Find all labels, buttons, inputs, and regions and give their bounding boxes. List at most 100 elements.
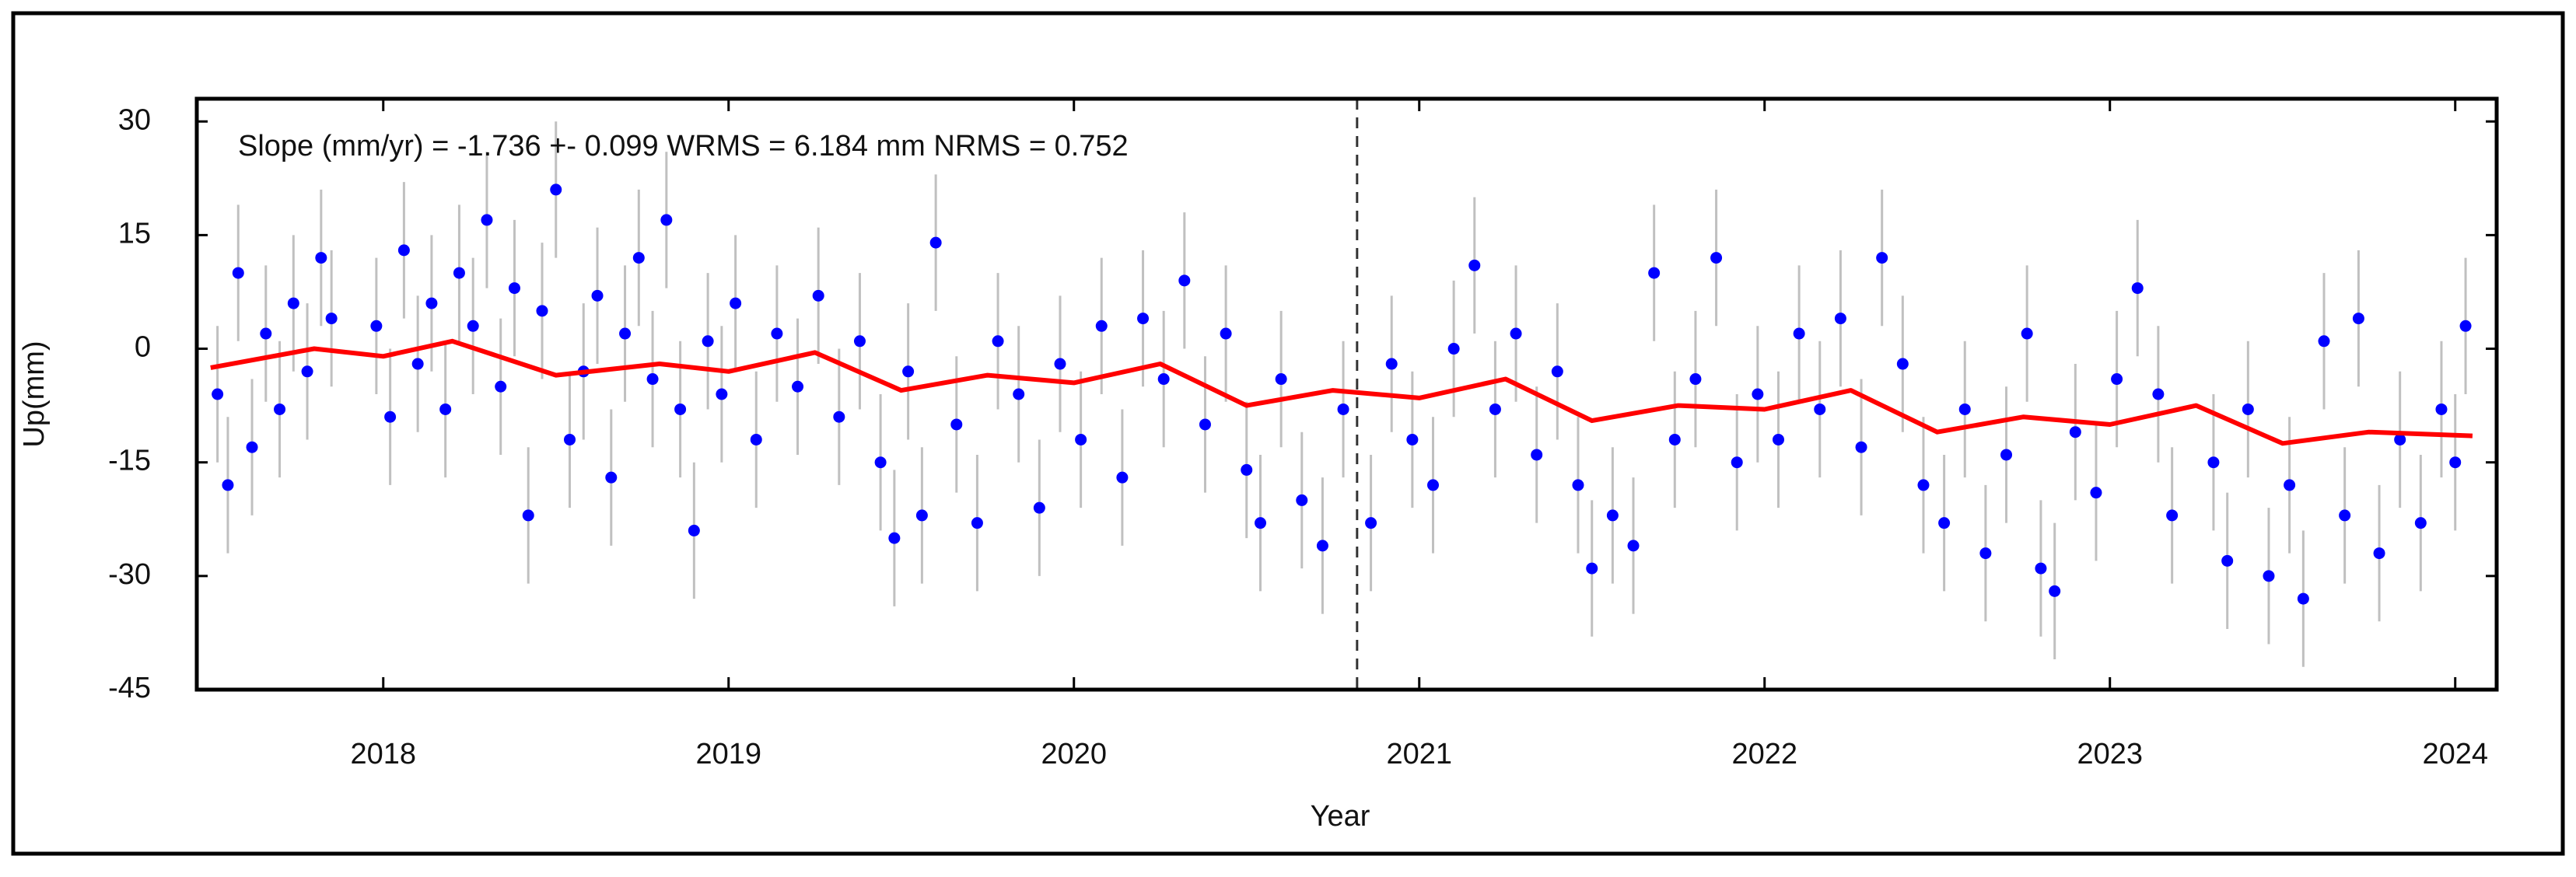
- y-tick-label: -15: [108, 445, 151, 477]
- data-point: [1572, 479, 1584, 491]
- data-point: [1896, 358, 1909, 370]
- data-point: [971, 517, 983, 529]
- data-point: [1275, 373, 1287, 386]
- data-point: [1834, 313, 1846, 325]
- data-point: [1013, 388, 1025, 400]
- data-point: [1551, 365, 1563, 378]
- plot-frame: [194, 96, 2499, 692]
- data-point: [1157, 373, 1170, 386]
- data-point: [2459, 320, 2472, 332]
- data-point: [2090, 487, 2102, 499]
- data-point: [771, 327, 783, 340]
- data-point: [1510, 327, 1522, 340]
- annotation: Slope (mm/yr) = -1.736 +- 0.099 WRMS = 6…: [238, 130, 1129, 162]
- data-point: [1426, 479, 1439, 491]
- data-point: [1917, 479, 1930, 491]
- data-point: [301, 365, 313, 378]
- data-point: [2221, 554, 2234, 567]
- data-point: [2414, 517, 2427, 529]
- data-point: [212, 388, 224, 400]
- data-point: [1406, 433, 1419, 445]
- data-point: [1095, 320, 1108, 332]
- data-point: [2152, 388, 2165, 400]
- data-point: [1876, 252, 1888, 264]
- y-tick-label: -45: [108, 672, 151, 704]
- outer-frame: [11, 11, 2565, 856]
- x-tick-label: 2021: [1386, 738, 1452, 770]
- data-point: [674, 403, 687, 415]
- data-point: [1116, 471, 1129, 484]
- data-point: [2035, 562, 2047, 575]
- data-point: [453, 267, 465, 279]
- data-point: [287, 297, 299, 309]
- y-tick-label: -30: [108, 558, 151, 591]
- data-point: [315, 252, 327, 264]
- data-point: [1241, 463, 1253, 476]
- data-point: [702, 335, 714, 348]
- data-point: [2131, 282, 2144, 295]
- data-point: [812, 289, 824, 302]
- x-tick-label: 2019: [695, 738, 761, 770]
- data-point: [2021, 327, 2033, 340]
- data-point: [992, 335, 1004, 348]
- data-point: [2242, 403, 2254, 415]
- data-point: [1178, 274, 1191, 287]
- data-point: [1365, 517, 1377, 529]
- data-point: [1938, 517, 1951, 529]
- data-point: [550, 183, 562, 196]
- data-point: [2049, 585, 2061, 597]
- data-point: [1075, 433, 1087, 445]
- x-tick-label: 2023: [2077, 738, 2143, 770]
- data-point: [536, 305, 548, 317]
- data-point: [888, 532, 901, 544]
- data-point: [411, 358, 424, 370]
- data-point: [1337, 403, 1349, 415]
- data-point: [1296, 494, 1308, 506]
- data-point: [619, 327, 632, 340]
- data-point: [260, 327, 272, 340]
- y-tick-label: 30: [118, 103, 151, 136]
- data-point: [1255, 517, 1267, 529]
- x-tick-label: 2022: [1731, 738, 1797, 770]
- y-axis-label: Up(mm): [18, 341, 51, 447]
- data-point: [1668, 433, 1681, 445]
- x-axis-label: Year: [1311, 800, 1370, 833]
- data-point: [591, 289, 604, 302]
- data-point: [2166, 509, 2179, 522]
- data-point: [833, 411, 845, 423]
- x-tick-label: 2024: [2422, 738, 2488, 770]
- data-point: [2394, 433, 2406, 445]
- data-point: [467, 320, 479, 332]
- data-point: [425, 297, 438, 309]
- data-point: [2111, 373, 2123, 386]
- data-point: [1979, 547, 1992, 560]
- data-point: [2297, 592, 2309, 605]
- data-point: [605, 471, 618, 484]
- data-point: [1199, 418, 1211, 431]
- plot-area: [210, 99, 2473, 690]
- data-point: [1054, 358, 1066, 370]
- data-point: [495, 380, 507, 393]
- data-point: [1033, 501, 1045, 514]
- data-point: [274, 403, 286, 415]
- data-point: [1385, 358, 1398, 370]
- data-point: [1689, 373, 1702, 386]
- data-point: [2352, 313, 2364, 325]
- data-point: [915, 509, 928, 522]
- data-point: [1531, 449, 1543, 461]
- data-point: [439, 403, 452, 415]
- data-point: [2435, 403, 2448, 415]
- data-point: [1316, 540, 1328, 552]
- data-point: [2449, 456, 2462, 469]
- data-point: [1793, 327, 1805, 340]
- data-point: [2263, 570, 2275, 582]
- data-point: [2373, 547, 2385, 560]
- data-point: [632, 252, 645, 264]
- data-point: [2284, 479, 2296, 491]
- data-point: [902, 365, 915, 378]
- data-point: [1447, 343, 1460, 355]
- fit-line: [210, 338, 2473, 446]
- data-point: [1772, 433, 1784, 445]
- data-point: [508, 282, 520, 295]
- data-point: [2339, 509, 2351, 522]
